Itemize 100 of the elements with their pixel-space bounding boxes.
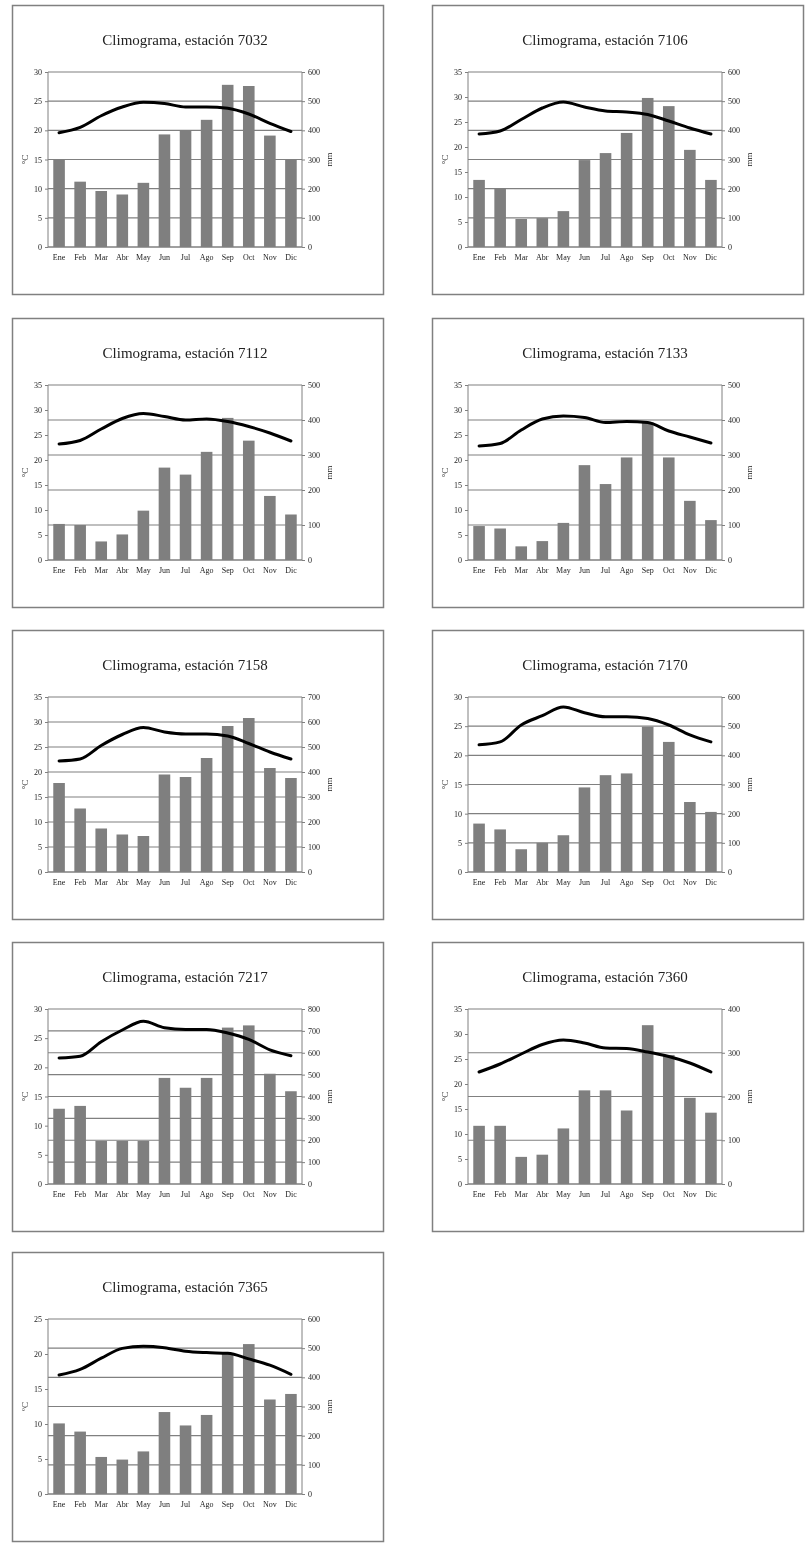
y-axis-title: °C <box>440 1091 450 1102</box>
y-tick-label: 30 <box>454 406 462 416</box>
x-tick-label: Oct <box>662 1189 676 1199</box>
x-tick-label: Nov <box>682 1189 697 1199</box>
y2-tick-label: 0 <box>728 1180 732 1190</box>
y2-tick-label: 0 <box>728 243 732 253</box>
y2-tick-label: 200 <box>308 1136 320 1146</box>
y2-tick-label: 0 <box>308 868 312 878</box>
chart-title: Climograma, estación 7170 <box>522 657 688 673</box>
x-tick-label: Jun <box>158 1499 171 1509</box>
y-tick-label: 15 <box>34 793 42 803</box>
line-series <box>477 705 713 747</box>
line-series <box>477 414 713 448</box>
x-tick-label: Feb <box>494 565 507 575</box>
y-tick-label: 0 <box>38 556 42 566</box>
y-tick-label: 10 <box>34 1121 42 1131</box>
y-tick-label: 30 <box>34 406 42 416</box>
y2-tick-label: 500 <box>308 1070 320 1080</box>
y2-tick-label: 0 <box>308 243 312 253</box>
y2-tick-label: 200 <box>308 184 320 194</box>
y-axis-title: °C <box>20 154 30 165</box>
x-tick-label: Dic <box>705 565 718 575</box>
line-series <box>57 1344 293 1377</box>
y-tick-label: 20 <box>34 126 42 136</box>
y-tick-label: 35 <box>34 693 42 703</box>
y2-tick-label: 0 <box>308 1490 312 1500</box>
y2-axis-title: mm <box>324 152 334 167</box>
x-tick-label: May <box>136 1189 151 1199</box>
y2-tick-label: 300 <box>728 155 740 165</box>
y-axis-title: °C <box>440 154 450 165</box>
x-tick-label: Feb <box>494 1189 507 1199</box>
y-tick-label: 20 <box>34 1063 42 1073</box>
x-tick-label: Dic <box>285 1499 298 1509</box>
y2-tick-label: 300 <box>728 780 740 790</box>
x-tick-label: Nov <box>262 565 277 575</box>
x-tick-label: Jun <box>578 565 591 575</box>
y-tick-label: 15 <box>34 155 42 165</box>
x-tick-label: Jul <box>180 1499 191 1509</box>
y2-tick-label: 0 <box>728 868 732 878</box>
x-tick-label: Mar <box>94 252 109 262</box>
x-tick-label: Sep <box>221 565 234 575</box>
x-tick-label: Feb <box>74 252 87 262</box>
y2-tick-label: 800 <box>308 1005 320 1015</box>
y-tick-label: 0 <box>458 556 462 566</box>
x-tick-label: Jul <box>600 877 611 887</box>
y2-tick-label: 0 <box>728 556 732 566</box>
y-axis-title: °C <box>20 467 30 478</box>
x-tick-label: Oct <box>242 565 256 575</box>
y2-axis-title: mm <box>324 1089 334 1104</box>
y2-tick-label: 200 <box>728 1092 740 1102</box>
y-tick-label: 25 <box>454 1055 462 1065</box>
x-tick-label: Ene <box>472 1189 486 1199</box>
x-tick-label: Ago <box>199 565 214 575</box>
y2-tick-label: 0 <box>308 556 312 566</box>
y2-tick-label: 400 <box>308 416 320 426</box>
x-tick-label: Abr <box>116 1189 129 1199</box>
x-tick-label: May <box>556 1189 571 1199</box>
x-tick-label: Ago <box>619 877 634 887</box>
y-tick-label: 5 <box>38 843 42 853</box>
x-tick-label: Mar <box>94 565 109 575</box>
y-tick-label: 20 <box>454 1080 462 1090</box>
line-series <box>57 100 293 135</box>
x-tick-label: Sep <box>641 1189 654 1199</box>
chart-title: Climograma, estación 7133 <box>522 345 688 361</box>
y2-tick-label: 100 <box>728 521 740 531</box>
x-tick-label: Jun <box>158 565 171 575</box>
chart-title: Climograma, estación 7158 <box>102 657 268 673</box>
y-tick-label: 5 <box>458 531 462 541</box>
y-tick-label: 15 <box>454 168 462 178</box>
y2-axis-title: mm <box>744 465 754 480</box>
y-tick-label: 15 <box>454 1105 462 1115</box>
y-tick-label: 5 <box>458 838 462 848</box>
y2-axis-title: mm <box>324 1399 334 1414</box>
x-tick-label: Ago <box>199 877 214 887</box>
x-tick-label: Oct <box>242 877 256 887</box>
x-tick-label: Abr <box>536 252 549 262</box>
y-axis-title: °C <box>440 467 450 478</box>
line-series <box>477 1038 713 1074</box>
x-tick-label: Jul <box>180 252 191 262</box>
y2-tick-label: 400 <box>728 751 740 761</box>
x-tick-label: Dic <box>705 252 718 262</box>
x-tick-label: Abr <box>536 1189 549 1199</box>
y2-tick-label: 400 <box>728 1005 740 1015</box>
x-tick-label: Sep <box>641 877 654 887</box>
y2-tick-label: 0 <box>308 1180 312 1190</box>
x-tick-label: Nov <box>262 1189 277 1199</box>
y2-tick-label: 200 <box>308 486 320 496</box>
x-tick-label: Jul <box>600 1189 611 1199</box>
x-tick-label: Ago <box>619 1189 634 1199</box>
y2-axis-title: mm <box>744 1089 754 1104</box>
y-tick-label: 25 <box>34 97 42 107</box>
y2-tick-label: 400 <box>728 126 740 136</box>
x-tick-label: Sep <box>221 877 234 887</box>
x-tick-label: Feb <box>74 1499 87 1509</box>
x-tick-label: Ago <box>199 1189 214 1199</box>
x-tick-label: Jul <box>180 565 191 575</box>
y-tick-label: 10 <box>454 506 462 516</box>
y-tick-label: 0 <box>458 243 462 253</box>
y2-tick-label: 100 <box>308 521 320 531</box>
y-axis-title: °C <box>440 779 450 790</box>
